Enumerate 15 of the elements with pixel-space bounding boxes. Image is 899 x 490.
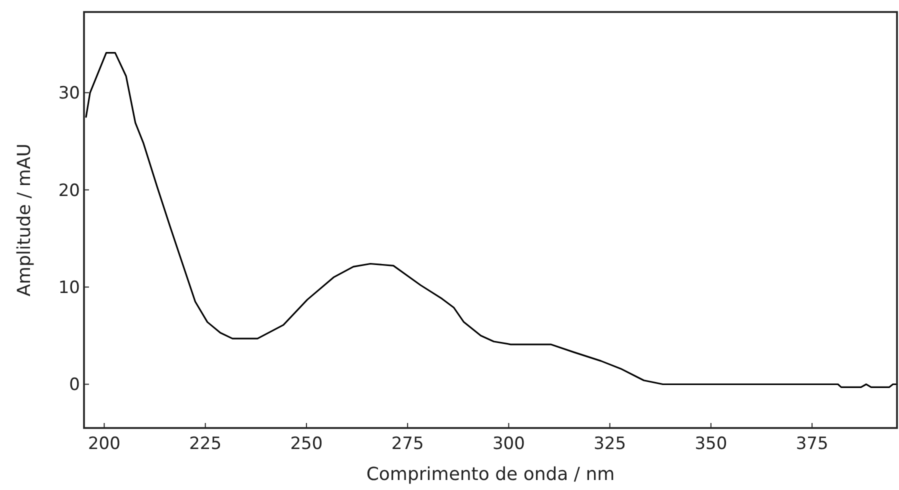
y-tick-label: 0 — [69, 375, 80, 396]
x-tick-label: 375 — [796, 434, 828, 454]
x-tick-label: 200 — [88, 434, 120, 454]
x-tick-label: 300 — [492, 434, 525, 454]
y-tick-label: 10 — [58, 278, 80, 298]
x-tick-label: 325 — [594, 434, 626, 454]
x-tick-label: 275 — [391, 434, 424, 454]
x-tick-label: 350 — [694, 434, 728, 454]
x-tick-label: 250 — [290, 434, 323, 454]
x-axis-title: Comprimento de onda / nm — [366, 464, 615, 485]
line-series — [85, 52, 898, 388]
x-tick-label: 225 — [189, 434, 222, 454]
y-tick-label: 30 — [58, 84, 80, 104]
y-tick-label: 20 — [58, 180, 80, 201]
y-axis-title: Amplitude / mAU — [14, 144, 35, 296]
